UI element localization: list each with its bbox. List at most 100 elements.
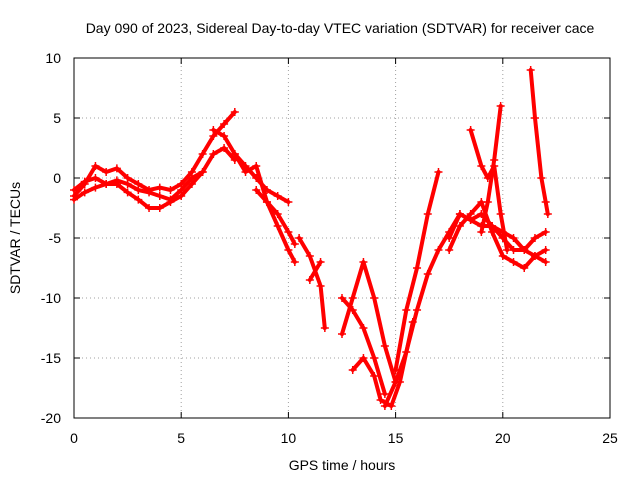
data-point-marker xyxy=(541,246,550,254)
data-point-marker xyxy=(380,402,389,410)
data-point-marker xyxy=(273,222,282,230)
data-point-marker xyxy=(316,282,325,290)
data-point-marker xyxy=(134,186,143,194)
data-point-marker xyxy=(490,156,499,164)
x-tick-label: 25 xyxy=(602,430,618,446)
data-point-marker xyxy=(543,210,552,218)
series-track-18 xyxy=(526,66,552,218)
data-point-marker xyxy=(370,354,379,362)
data-point-marker xyxy=(520,264,529,272)
data-point-marker xyxy=(102,168,111,176)
data-point-marker xyxy=(273,192,282,200)
data-point-marker xyxy=(220,144,229,152)
data-point-marker xyxy=(376,396,385,404)
data-point-marker xyxy=(380,342,389,350)
series-track-5 xyxy=(230,150,293,206)
data-point-marker xyxy=(509,234,518,242)
data-point-marker xyxy=(402,348,411,356)
data-point-marker xyxy=(483,198,492,206)
series-line xyxy=(479,104,503,234)
y-tick-label: -10 xyxy=(41,290,61,306)
data-point-marker xyxy=(123,188,132,197)
data-point-marker xyxy=(541,198,550,206)
data-point-marker xyxy=(359,324,368,332)
data-point-marker xyxy=(252,174,261,182)
data-point-marker xyxy=(434,246,443,254)
data-point-marker xyxy=(496,102,505,110)
data-point-marker xyxy=(455,210,464,218)
y-tick-label: 5 xyxy=(53,110,61,126)
data-point-marker xyxy=(402,306,411,314)
series-line xyxy=(232,152,291,204)
data-point-marker xyxy=(102,180,111,188)
data-point-marker xyxy=(477,162,486,170)
data-point-marker xyxy=(541,258,550,266)
series-line xyxy=(72,146,237,210)
data-point-marker xyxy=(155,192,164,200)
data-point-marker xyxy=(198,168,207,176)
data-point-marker xyxy=(445,246,454,254)
data-point-marker xyxy=(530,252,539,260)
data-point-marker xyxy=(198,150,207,158)
data-point-marker xyxy=(391,366,400,374)
data-point-marker xyxy=(91,183,100,192)
y-tick-label: -5 xyxy=(49,230,62,246)
series-line xyxy=(447,200,548,270)
data-point-marker xyxy=(316,258,325,266)
x-tick-label: 0 xyxy=(70,430,78,446)
data-point-marker xyxy=(187,174,196,182)
data-point-marker xyxy=(177,186,186,194)
data-point-marker xyxy=(112,164,121,173)
data-point-marker xyxy=(380,390,389,398)
data-point-marker xyxy=(466,216,475,224)
data-point-marker xyxy=(80,188,89,197)
series-layer xyxy=(70,66,552,410)
chart-title: Day 090 of 2023, Sidereal Day-to-day VTE… xyxy=(86,20,595,36)
data-point-marker xyxy=(359,258,368,266)
series-line xyxy=(340,260,398,384)
data-point-marker xyxy=(220,120,229,128)
data-point-marker xyxy=(155,183,164,192)
data-point-marker xyxy=(123,180,132,188)
data-point-marker xyxy=(284,246,293,254)
series-track-17 xyxy=(477,102,505,236)
data-point-marker xyxy=(338,294,346,302)
data-point-marker xyxy=(445,234,454,242)
data-point-marker xyxy=(434,168,443,176)
data-point-marker xyxy=(526,66,535,74)
data-point-marker xyxy=(423,270,432,278)
data-point-marker xyxy=(509,258,518,266)
axis-ticks: 0 5 10 15 20 25 10 5 0 -5 -10 -15 -20 xyxy=(41,50,618,446)
data-point-marker xyxy=(338,330,346,338)
series-line xyxy=(528,68,550,216)
data-point-marker xyxy=(166,186,175,194)
data-point-marker xyxy=(537,174,546,182)
x-axis-label: GPS time / hours xyxy=(289,457,396,473)
data-point-marker xyxy=(145,188,154,197)
x-tick-label: 20 xyxy=(495,430,511,446)
data-point-marker xyxy=(80,177,89,186)
data-point-marker xyxy=(284,198,293,206)
data-point-marker xyxy=(241,162,250,170)
x-tick-label: 5 xyxy=(177,430,185,446)
data-point-marker xyxy=(273,210,282,218)
data-point-marker xyxy=(290,258,299,266)
data-point-marker xyxy=(295,234,304,242)
data-point-marker xyxy=(220,132,229,140)
y-tick-label: 10 xyxy=(45,50,61,66)
data-point-marker xyxy=(348,366,357,374)
data-point-marker xyxy=(477,228,486,236)
data-point-marker xyxy=(488,222,497,230)
data-point-marker xyxy=(455,222,464,230)
data-point-marker xyxy=(155,204,164,212)
data-point-marker xyxy=(209,150,218,158)
series-track-13 xyxy=(391,168,443,374)
data-point-marker xyxy=(359,354,368,362)
data-point-marker xyxy=(496,210,505,218)
series-track-11 xyxy=(338,294,389,398)
y-axis-label: SDTVAR / TECUs xyxy=(7,182,23,294)
data-point-marker xyxy=(530,114,539,122)
series-track-3 xyxy=(70,168,207,204)
data-point-marker xyxy=(70,186,78,194)
